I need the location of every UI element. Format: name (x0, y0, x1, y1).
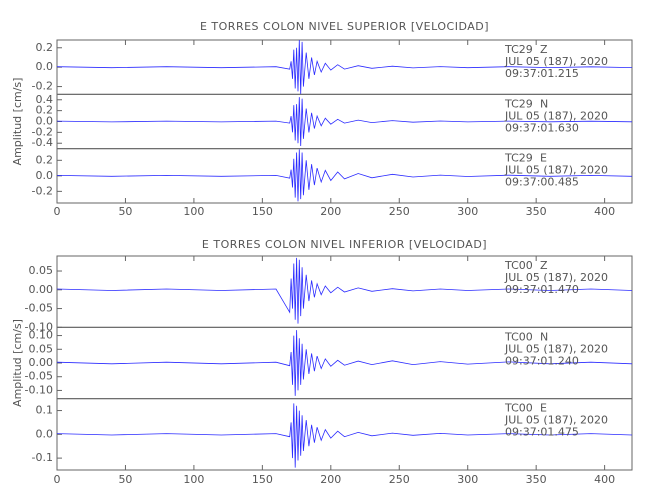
date: JUL 05 (187), 2020 (504, 342, 608, 355)
y-tick-label: -0.2 (32, 80, 53, 93)
y-tick-label: 0.00 (29, 283, 54, 296)
y-tick-label: 0.0 (36, 169, 54, 182)
x-tick-label: 50 (118, 473, 132, 486)
waveform (56, 97, 633, 147)
station: TC00 (504, 330, 533, 343)
y-tick-label: 0.0 (36, 115, 54, 128)
y-tick-label: -0.05 (25, 302, 53, 315)
component: E (540, 402, 547, 415)
date: JUL 05 (187), 2020 (504, 109, 608, 122)
date: JUL 05 (187), 2020 (504, 164, 608, 177)
station: TC29 (504, 43, 533, 56)
station: TC00 (504, 259, 533, 272)
component: N (540, 97, 548, 110)
y-tick-label: 0.0 (36, 427, 54, 440)
time: 09:37:01.630 (505, 121, 579, 134)
y-tick-label: 0.1 (36, 404, 54, 417)
date: JUL 05 (187), 2020 (504, 414, 608, 427)
y-tick-label: -0.4 (32, 136, 53, 149)
y-tick-label: 0.05 (29, 342, 54, 355)
x-tick-label: 100 (183, 205, 204, 218)
x-tick-label: 350 (526, 205, 547, 218)
waveform (56, 257, 633, 324)
y-tick-label: -0.10 (25, 383, 53, 396)
y-tick-label: -0.05 (25, 370, 53, 383)
x-tick-label: 150 (252, 473, 273, 486)
x-tick-label: 200 (320, 473, 341, 486)
y-tick-label: 0.0 (36, 60, 54, 73)
y-tick-label: 0.2 (36, 153, 54, 166)
waveform (56, 403, 633, 468)
waveform (56, 149, 633, 202)
y-tick-label: -0.2 (32, 184, 53, 197)
x-tick-label: 200 (320, 205, 341, 218)
x-tick-label: 400 (594, 473, 615, 486)
y-tick-label: -0.10 (25, 320, 53, 333)
y-tick-label: 0.2 (36, 104, 54, 117)
x-tick-label: 250 (389, 473, 410, 486)
component: Z (540, 43, 548, 56)
x-tick-label: 300 (457, 205, 478, 218)
y-tick-label: -0.1 (32, 451, 53, 464)
x-tick-label: 100 (183, 473, 204, 486)
component: E (540, 152, 547, 165)
y-axis-label: Amplitud [cm/s] (11, 319, 24, 407)
x-tick-label: 250 (389, 205, 410, 218)
date: JUL 05 (187), 2020 (504, 271, 608, 284)
chart-title: E TORRES COLON NIVEL SUPERIOR [VELOCIDAD… (200, 20, 489, 33)
station: TC29 (504, 152, 533, 165)
waveform (56, 39, 633, 95)
y-tick-label: -0.2 (32, 125, 53, 138)
time: 09:37:01.475 (505, 426, 579, 439)
y-tick-label: 0.10 (29, 329, 54, 342)
y-axis-label: Amplitud [cm/s] (11, 78, 24, 166)
x-tick-label: 0 (54, 205, 61, 218)
time: 09:37:01.470 (505, 283, 579, 296)
time: 09:37:00.485 (505, 176, 579, 189)
date: JUL 05 (187), 2020 (504, 55, 608, 68)
station: TC00 (504, 402, 533, 415)
x-tick-label: 300 (457, 473, 478, 486)
time: 09:37:01.215 (505, 67, 579, 80)
component: N (540, 330, 548, 343)
y-tick-label: 0.05 (29, 264, 54, 277)
x-tick-label: 400 (594, 205, 615, 218)
waveform (56, 330, 633, 396)
x-tick-label: 350 (526, 473, 547, 486)
chart-title: E TORRES COLON NIVEL INFERIOR [VELOCIDAD… (202, 238, 487, 251)
x-tick-label: 50 (118, 205, 132, 218)
time: 09:37:01.240 (505, 354, 579, 367)
y-tick-label: 0.4 (36, 93, 54, 106)
component: Z (540, 259, 548, 272)
y-tick-label: 0.00 (29, 356, 54, 369)
x-tick-label: 150 (252, 205, 273, 218)
station: TC29 (504, 97, 533, 110)
y-tick-label: 0.2 (36, 41, 54, 54)
x-tick-label: 0 (54, 473, 61, 486)
